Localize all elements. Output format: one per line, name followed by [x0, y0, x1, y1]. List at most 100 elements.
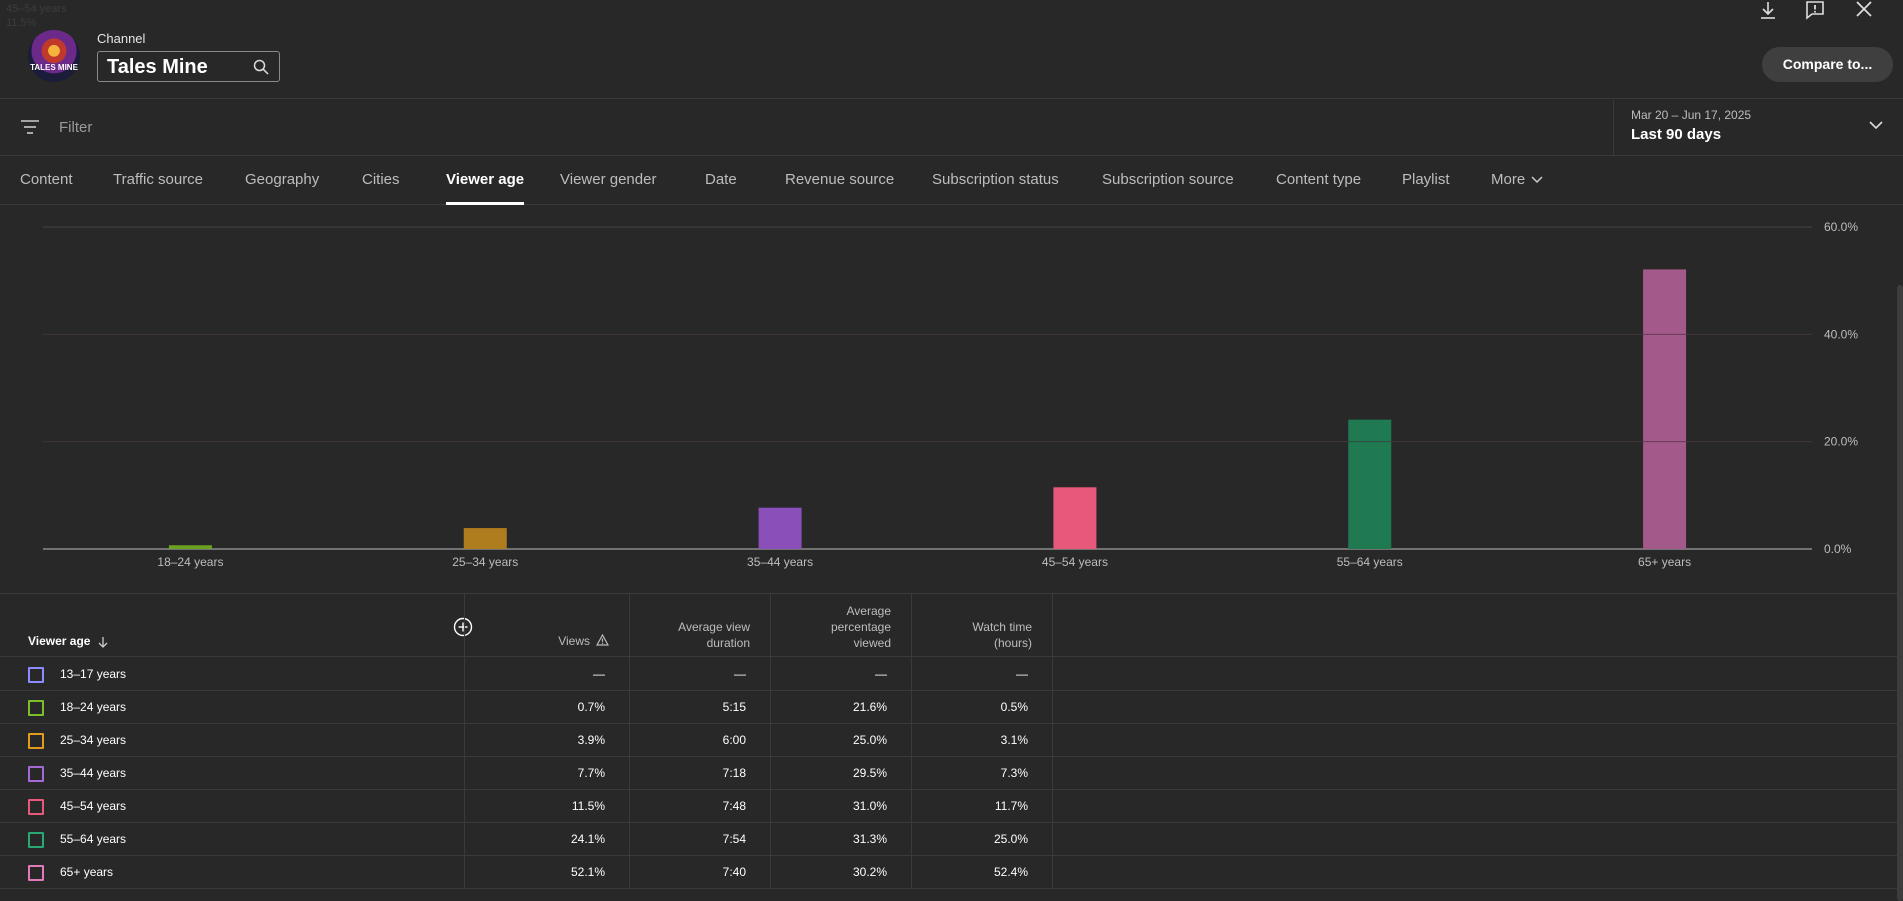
row-checkbox[interactable] [28, 832, 44, 848]
cell-watch-time: 25.0% [993, 832, 1028, 846]
channel-name: Tales Mine [107, 56, 208, 78]
y-tick-label: 60.0% [1824, 220, 1858, 234]
tab-playlist[interactable]: Playlist [1402, 171, 1450, 188]
x-tick-label: 25–34 years [452, 555, 518, 569]
feedback-icon[interactable] [1803, 0, 1827, 20]
column-divider [629, 594, 630, 888]
cell-views: 7.7% [577, 766, 605, 780]
header-watch-time[interactable]: Watch time (hours) [972, 620, 1032, 650]
tab-more[interactable]: More [1491, 157, 1543, 205]
compare-button[interactable]: Compare to... [1762, 47, 1893, 82]
date-range-selector[interactable]: Mar 20 – Jun 17, 2025 Last 90 days [1613, 100, 1903, 156]
cell-watch-time: 0.5% [1000, 700, 1028, 714]
ghost-tooltip: 45–54 years 11.5% [6, 2, 67, 30]
row-label: 45–54 years [60, 799, 127, 813]
tab-viewer-age[interactable]: Viewer age [446, 157, 525, 205]
cell-views: 52.1% [570, 865, 605, 879]
y-tick-label: 20.0% [1824, 435, 1858, 449]
table-row: 13–17 years — — — — [0, 658, 1903, 691]
row-label: 13–17 years [60, 667, 127, 681]
sort-arrow-down-icon[interactable] [98, 636, 108, 648]
row-checkbox[interactable] [28, 766, 44, 782]
cell-watch-time: 7.3% [1000, 766, 1028, 780]
table-header: Viewer age Views Average view duration Av… [0, 594, 1903, 657]
date-range-label: Last 90 days [1631, 126, 1722, 143]
chevron-down-icon [1869, 121, 1883, 130]
table-row: 45–54 years 11.5% 7:48 31.0% 11.7% [0, 790, 1903, 823]
cell-avg-pct: 31.3% [852, 832, 887, 846]
close-icon[interactable] [1852, 0, 1876, 20]
x-tick-label: 45–54 years [1042, 555, 1108, 569]
tab-content-type[interactable]: Content type [1276, 171, 1362, 188]
chevron-down-icon [1531, 176, 1543, 184]
tab-content[interactable]: Content [20, 171, 73, 188]
chart-svg: 60.0% 40.0% 20.0% 0.0% 18–24 years 25–34 year… [43, 220, 1858, 569]
warning-icon [596, 634, 609, 646]
y-tick-label: 0.0% [1824, 542, 1852, 556]
filter-icon[interactable] [20, 119, 40, 135]
row-checkbox[interactable] [28, 667, 44, 683]
row-checkbox[interactable] [28, 733, 44, 749]
scrollbar[interactable] [1897, 285, 1903, 901]
cell-views: 24.1% [570, 832, 605, 846]
cell-avg-duration: 7:40 [722, 865, 746, 879]
bar-chart: 60.0% 40.0% 20.0% 0.0% 18–24 years 25–34 year… [0, 206, 1903, 594]
bar [1643, 269, 1687, 549]
table-row: 35–44 years 7.7% 7:18 29.5% 7.3% [0, 757, 1903, 790]
channel-label: Channel [97, 31, 146, 46]
add-metric-icon[interactable] [453, 617, 473, 637]
column-divider [464, 594, 465, 888]
header-views[interactable]: Views [464, 594, 629, 657]
row-checkbox[interactable] [28, 799, 44, 815]
tab-cities[interactable]: Cities [362, 171, 400, 188]
x-tick-label: 18–24 years [157, 555, 223, 569]
bar [1053, 487, 1097, 549]
y-tick-label: 40.0% [1824, 327, 1858, 341]
tab-geography[interactable]: Geography [245, 171, 320, 188]
header-avg-percentage-viewed[interactable]: Average percentage viewed [830, 604, 891, 650]
table-row: 18–24 years 0.7% 5:15 21.6% 0.5% [0, 691, 1903, 724]
cell-avg-duration: — [734, 667, 746, 681]
header-avg-view-duration[interactable]: Average view duration [678, 620, 750, 650]
cell-avg-pct: 21.6% [852, 700, 887, 714]
column-divider [770, 594, 771, 888]
search-icon[interactable] [253, 59, 269, 75]
row-label: 18–24 years [60, 700, 127, 714]
ghost-line-2: 11.5% [6, 17, 37, 29]
tab-date[interactable]: Date [705, 171, 737, 188]
channel-selector[interactable]: Tales Mine [97, 51, 280, 82]
header-viewer-age[interactable]: Viewer age [28, 634, 108, 648]
cell-avg-pct: — [875, 667, 887, 681]
column-divider [1052, 594, 1053, 888]
filter-bar: Filter Mar 20 – Jun 17, 2025 Last 90 day… [0, 100, 1903, 156]
tab-revenue-source[interactable]: Revenue source [785, 171, 895, 188]
avatar: TALES MINE [28, 30, 80, 82]
table-row: 65+ years 52.1% 7:40 30.2% 52.4% [0, 856, 1903, 889]
row-label: 25–34 years [60, 733, 127, 747]
row-checkbox[interactable] [28, 700, 44, 716]
row-label: 55–64 years [60, 832, 127, 846]
cell-views: 11.5% [571, 799, 605, 813]
cell-avg-duration: 7:54 [722, 832, 746, 846]
cell-views: 0.7% [577, 700, 605, 714]
cell-watch-time: 11.7% [994, 799, 1028, 813]
bar [463, 528, 507, 549]
channel-logo-text: TALES MINE [30, 63, 78, 72]
ghost-line-1: 45–54 years [6, 3, 67, 15]
tab-subscription-source[interactable]: Subscription source [1102, 171, 1234, 188]
bar [758, 507, 802, 549]
tab-subscription-status[interactable]: Subscription status [932, 171, 1059, 188]
cell-watch-time: — [1016, 667, 1028, 681]
cell-views: 3.9% [577, 733, 605, 747]
cell-avg-duration: 6:00 [722, 733, 746, 747]
x-tick-label: 55–64 years [1337, 555, 1403, 569]
tab-viewer-gender[interactable]: Viewer gender [560, 171, 657, 188]
row-checkbox[interactable] [28, 865, 44, 881]
tab-traffic-source[interactable]: Traffic source [113, 171, 204, 188]
bar [1348, 419, 1392, 549]
download-icon[interactable] [1756, 0, 1780, 20]
date-range-text: Mar 20 – Jun 17, 2025 [1631, 108, 1752, 122]
table-row: 25–34 years 3.9% 6:00 25.0% 3.1% [0, 724, 1903, 757]
filter-input[interactable]: Filter [59, 119, 93, 136]
table-row: 55–64 years 24.1% 7:54 31.3% 25.0% [0, 823, 1903, 856]
